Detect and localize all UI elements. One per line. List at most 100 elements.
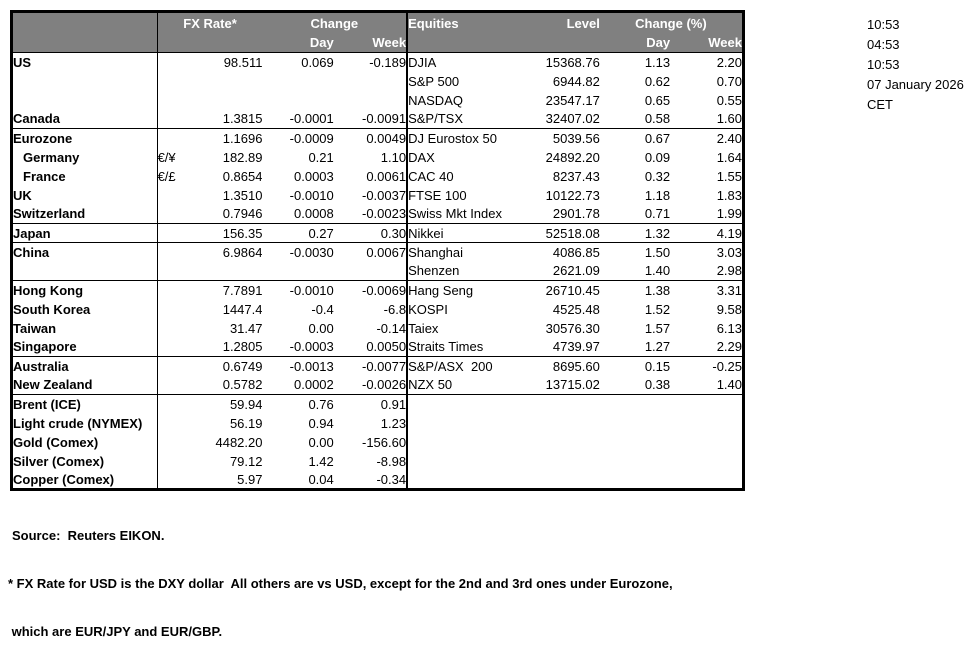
equity-name-cell: DJIA — [408, 54, 437, 70]
equity-day-change-cell: 1.38 — [599, 280, 671, 300]
fx-rate-cell: 1.3510 — [222, 187, 263, 203]
equity-name-cell: Shenzen — [408, 263, 460, 279]
fx-week-change-cell: -0.34 — [333, 470, 409, 490]
fx-week-change-cell: 0.0067 — [333, 242, 409, 262]
fx-rate-cell: 1447.4 — [222, 301, 263, 317]
fx-week-change-cell: -0.0077 — [333, 356, 409, 376]
fx-rate-cell — [183, 262, 262, 281]
fx-pair-cell — [157, 262, 183, 281]
equity-day-change-cell: 1.18 — [644, 187, 671, 203]
fx-pair-cell — [157, 242, 184, 262]
header-row-2: Day Week Day Week — [11, 33, 744, 53]
equity-level-cell: 5039.56 — [522, 128, 600, 148]
fx-week-change-cell: 0.0049 — [333, 128, 409, 148]
equity-level-cell: 13715.02 — [545, 377, 600, 393]
header-row-1: FX Rate* Change Equities Level Change (%… — [11, 11, 744, 34]
fx-blank-subheader-cell — [11, 33, 158, 53]
equities-blank-subheader-cell — [407, 33, 523, 53]
fx-rate-cell: 31.47 — [229, 320, 263, 336]
table-row: Japan 156.35 0.27 0.30 Nikkei 52518.08 1… — [11, 223, 744, 243]
fx-country-cell: Japan — [11, 223, 158, 243]
equity-level-cell: 6944.82 — [552, 73, 600, 89]
fx-pair-cell — [157, 110, 183, 129]
equity-level-cell: 4739.97 — [552, 339, 600, 355]
equity-level-cell: 23547.17 — [545, 92, 600, 108]
equity-day-change-cell: 0.38 — [644, 377, 671, 393]
equity-name-cell: S&P/ASX 200 — [407, 356, 523, 376]
equity-name-cell: DAX — [408, 149, 435, 165]
equities-blank-subheader-cell2 — [522, 33, 600, 53]
fx-change-header: Change — [262, 11, 409, 34]
fx-rate-header: FX Rate* — [157, 11, 263, 34]
fx-week-change-cell: -0.0091 — [333, 109, 409, 129]
fx-day-change-cell — [262, 91, 333, 110]
fx-week-change-cell: -0.0037 — [333, 185, 409, 205]
fx-rate-cell: 0.7946 — [222, 206, 263, 222]
table-row: Singapore 1.2805 -0.0003 0.0050 Straits … — [11, 337, 744, 357]
fx-rate-cell: 1.1696 — [183, 128, 263, 148]
fx-rate-cell: 4482.20 — [215, 434, 263, 450]
fx-week-change-cell: -0.14 — [333, 318, 409, 338]
fx-day-change-cell: 0.069 — [301, 54, 334, 70]
equity-week-change-cell: 2.98 — [716, 263, 742, 279]
equity-day-change-cell — [600, 414, 670, 433]
equity-day-change-cell: 0.32 — [644, 168, 671, 184]
equity-name-cell: NZX 50 — [408, 377, 453, 393]
market-data-table: FX Rate* Change Equities Level Change (%… — [10, 10, 745, 491]
equity-day-change-cell — [600, 452, 670, 471]
equity-level-cell: 4525.48 — [552, 301, 600, 317]
footnote-line-1: * FX Rate for USD is the DXY dollar All … — [8, 576, 673, 591]
fx-week-change-cell: 0.30 — [333, 223, 409, 243]
fx-day-change-cell — [262, 262, 333, 281]
fx-country-cell: Eurozone — [11, 128, 158, 148]
equity-day-change-cell: 1.52 — [644, 301, 671, 317]
fx-blank-subheader-cell2 — [157, 33, 263, 53]
equity-level-cell: 10122.73 — [545, 187, 600, 203]
table-row: New Zealand 0.5782 0.0002 -0.0026 NZX 50… — [11, 375, 744, 395]
fx-day-change-cell: -0.0010 — [262, 280, 334, 300]
equity-name-cell: KOSPI — [408, 301, 448, 317]
fx-pair-cell — [157, 471, 183, 490]
table-row: China 6.9864 -0.0030 0.0067 Shanghai 408… — [11, 242, 744, 262]
fx-day-change-cell: 0.21 — [308, 149, 334, 165]
fx-country-cell: Gold (Comex) — [11, 432, 158, 452]
fx-pair-cell — [157, 300, 183, 319]
fx-pair-cell — [157, 128, 184, 148]
equity-week-change-cell: 3.03 — [670, 242, 744, 262]
fx-country-cell: Silver (Comex) — [11, 451, 158, 471]
fx-pair-cell — [157, 72, 183, 91]
source-line: Source: Reuters EIKON. — [12, 528, 165, 543]
fx-week-change-cell: -0.189 — [333, 52, 409, 72]
equity-name-cell — [407, 471, 522, 490]
equity-level-cell: 52518.08 — [522, 223, 600, 243]
equity-week-change-cell: -0.25 — [670, 356, 744, 376]
fx-country-cell: Taiwan — [11, 318, 158, 338]
equity-week-change-cell — [670, 452, 743, 471]
equity-name-cell: S&P/TSX — [408, 111, 463, 127]
fx-rate-cell: 182.89 — [222, 149, 263, 165]
fx-pair-cell — [157, 205, 183, 224]
fx-day-change-cell: -0.0003 — [289, 339, 334, 355]
footnote-line-2: which are EUR/JPY and EUR/GBP. — [8, 624, 223, 639]
table-row: NASDAQ 23547.17 0.65 0.55 — [11, 90, 744, 110]
fx-rate-cell: 156.35 — [183, 223, 263, 243]
date-line: 07 January 2026 — [867, 77, 964, 92]
equity-level-cell: 4086.85 — [522, 242, 600, 262]
fx-pair-cell — [157, 452, 183, 471]
equity-day-change-cell: 0.62 — [644, 73, 671, 89]
equity-level-cell — [523, 452, 600, 471]
equity-week-change-cell: 1.55 — [716, 168, 742, 184]
fx-day-change-cell: 0.0008 — [294, 206, 334, 222]
equity-week-change-cell: 1.99 — [716, 206, 742, 222]
equity-level-cell — [523, 433, 600, 452]
table-row: S&P 500 6944.82 0.62 0.70 — [11, 71, 744, 91]
equity-name-cell: CAC 40 — [408, 168, 454, 184]
fx-week-change-cell: -0.0069 — [333, 280, 409, 300]
equity-week-change-cell: 0.70 — [716, 73, 742, 89]
fx-pair-cell: €/¥ — [157, 149, 176, 165]
equity-week-change-cell: 1.83 — [716, 187, 742, 203]
equity-name-cell: NASDAQ — [408, 92, 463, 108]
equities-header: Equities — [407, 11, 523, 34]
equity-day-change-cell: 0.09 — [644, 149, 671, 165]
equity-name-cell: Shanghai — [407, 242, 523, 262]
